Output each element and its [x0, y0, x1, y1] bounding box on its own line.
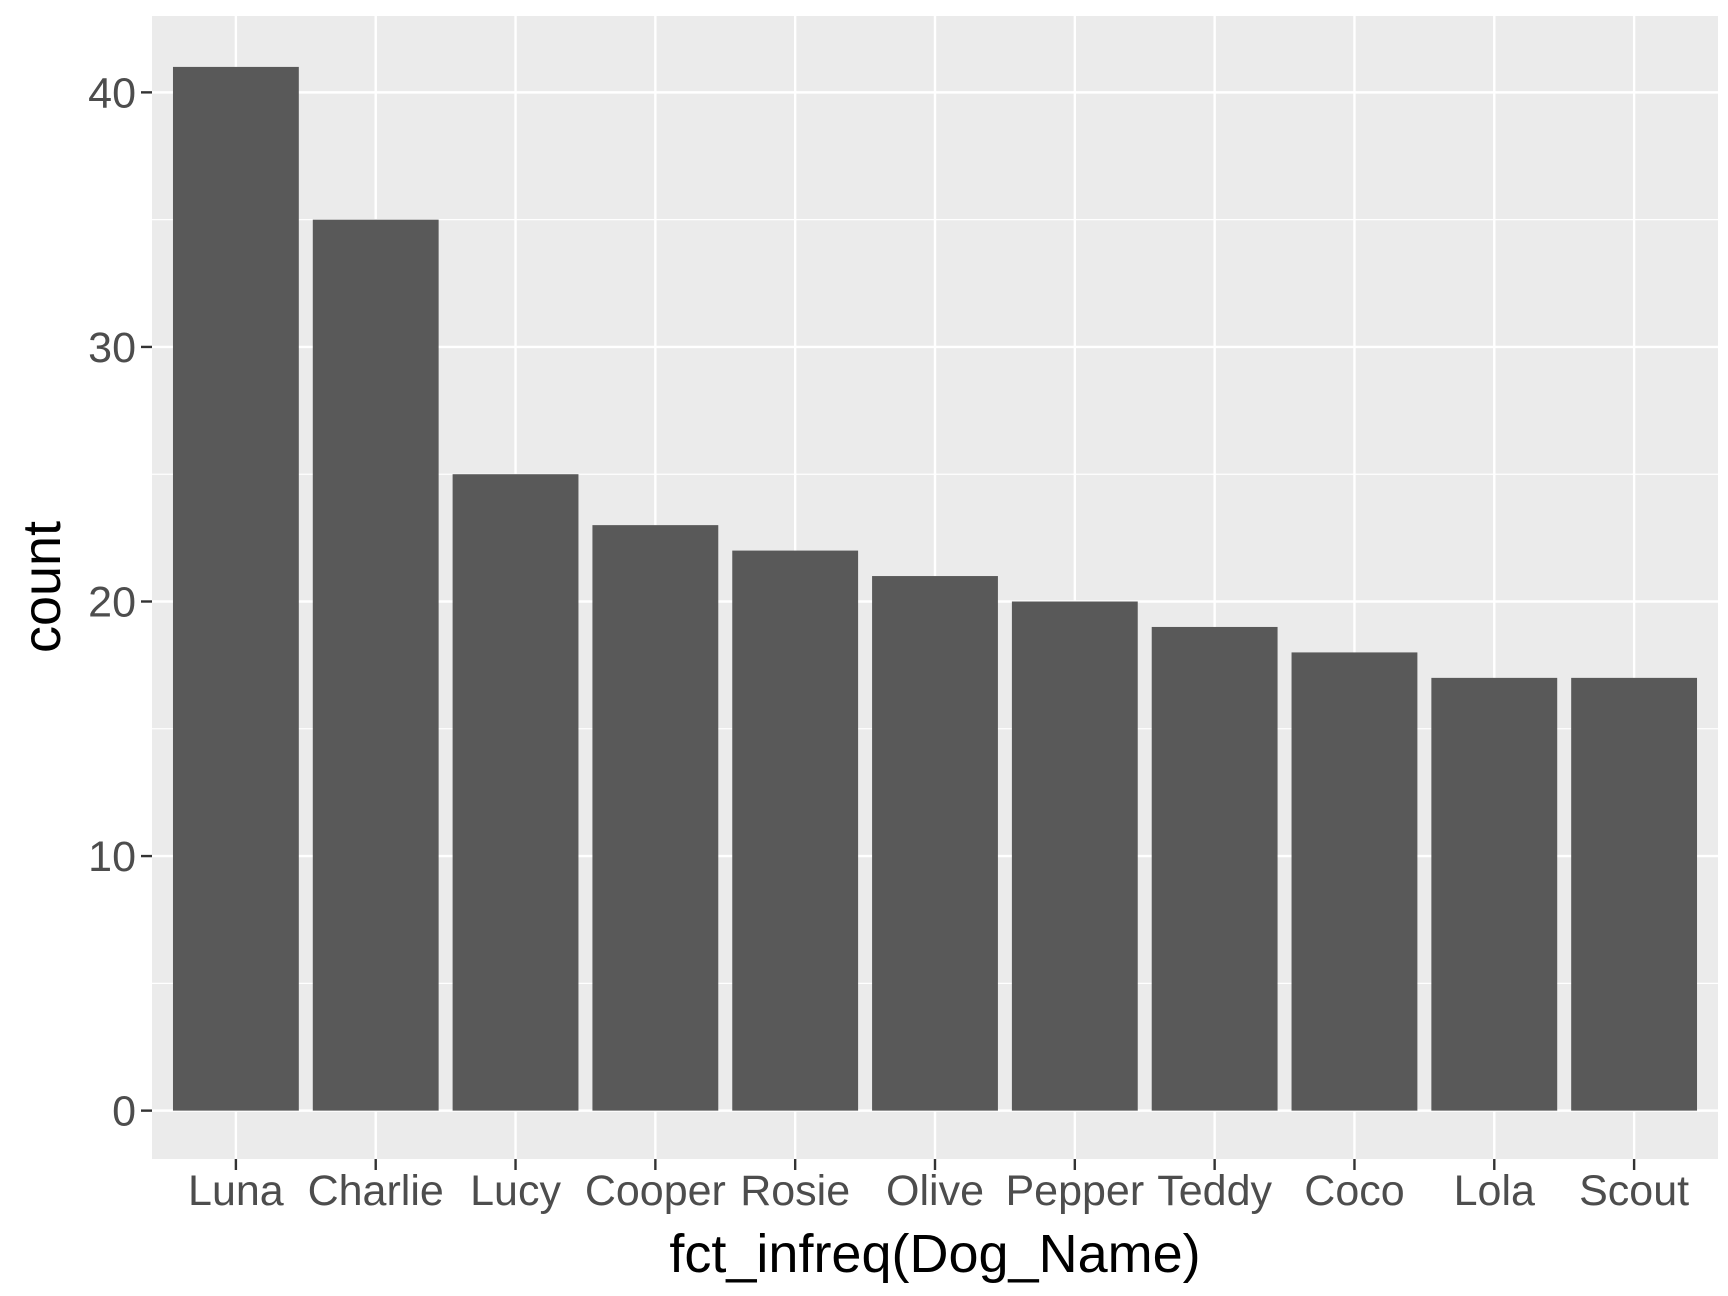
x-tick-label-olive: Olive	[886, 1167, 984, 1215]
x-tick-label-teddy: Teddy	[1157, 1167, 1272, 1215]
x-tick-label-lucy: Lucy	[470, 1167, 561, 1215]
x-axis-title: fct_infreq(Dog_Name)	[669, 1224, 1200, 1284]
y-tick-label: 30	[88, 324, 136, 372]
bar-lucy	[452, 474, 579, 1111]
x-tick-label-cooper: Cooper	[585, 1167, 726, 1215]
x-tick-label-coco: Coco	[1304, 1167, 1404, 1215]
y-tick-label: 40	[88, 69, 136, 117]
bar-lola	[1431, 677, 1558, 1111]
y-tick-label: 10	[88, 833, 136, 881]
x-tick-label-rosie: Rosie	[740, 1167, 850, 1215]
y-tick-label: 0	[112, 1088, 136, 1136]
x-tick-label-pepper: Pepper	[1005, 1167, 1144, 1215]
bar-cooper	[592, 525, 719, 1111]
bar-pepper	[1011, 601, 1138, 1111]
bar-charlie	[312, 219, 439, 1111]
y-axis-title: count	[12, 521, 72, 653]
x-axis: Luna Charlie Lucy Cooper Rosie Olive Pepper Ted…	[188, 1159, 1689, 1215]
x-tick-label-scout: Scout	[1579, 1167, 1689, 1215]
bar-scout	[1571, 677, 1698, 1111]
x-tick-label-lola: Lola	[1454, 1167, 1535, 1215]
x-tick-label-luna: Luna	[188, 1167, 284, 1215]
bar-coco	[1291, 652, 1418, 1111]
x-tick-label-charlie: Charlie	[308, 1167, 444, 1215]
bar-rosie	[732, 550, 859, 1111]
y-axis: 0 10 20 30 40	[88, 69, 152, 1136]
y-tick-label: 20	[88, 579, 136, 627]
bar-olive	[872, 576, 998, 1111]
bars	[172, 66, 1698, 1111]
bar-luna	[172, 66, 299, 1111]
bar-teddy	[1151, 626, 1278, 1111]
